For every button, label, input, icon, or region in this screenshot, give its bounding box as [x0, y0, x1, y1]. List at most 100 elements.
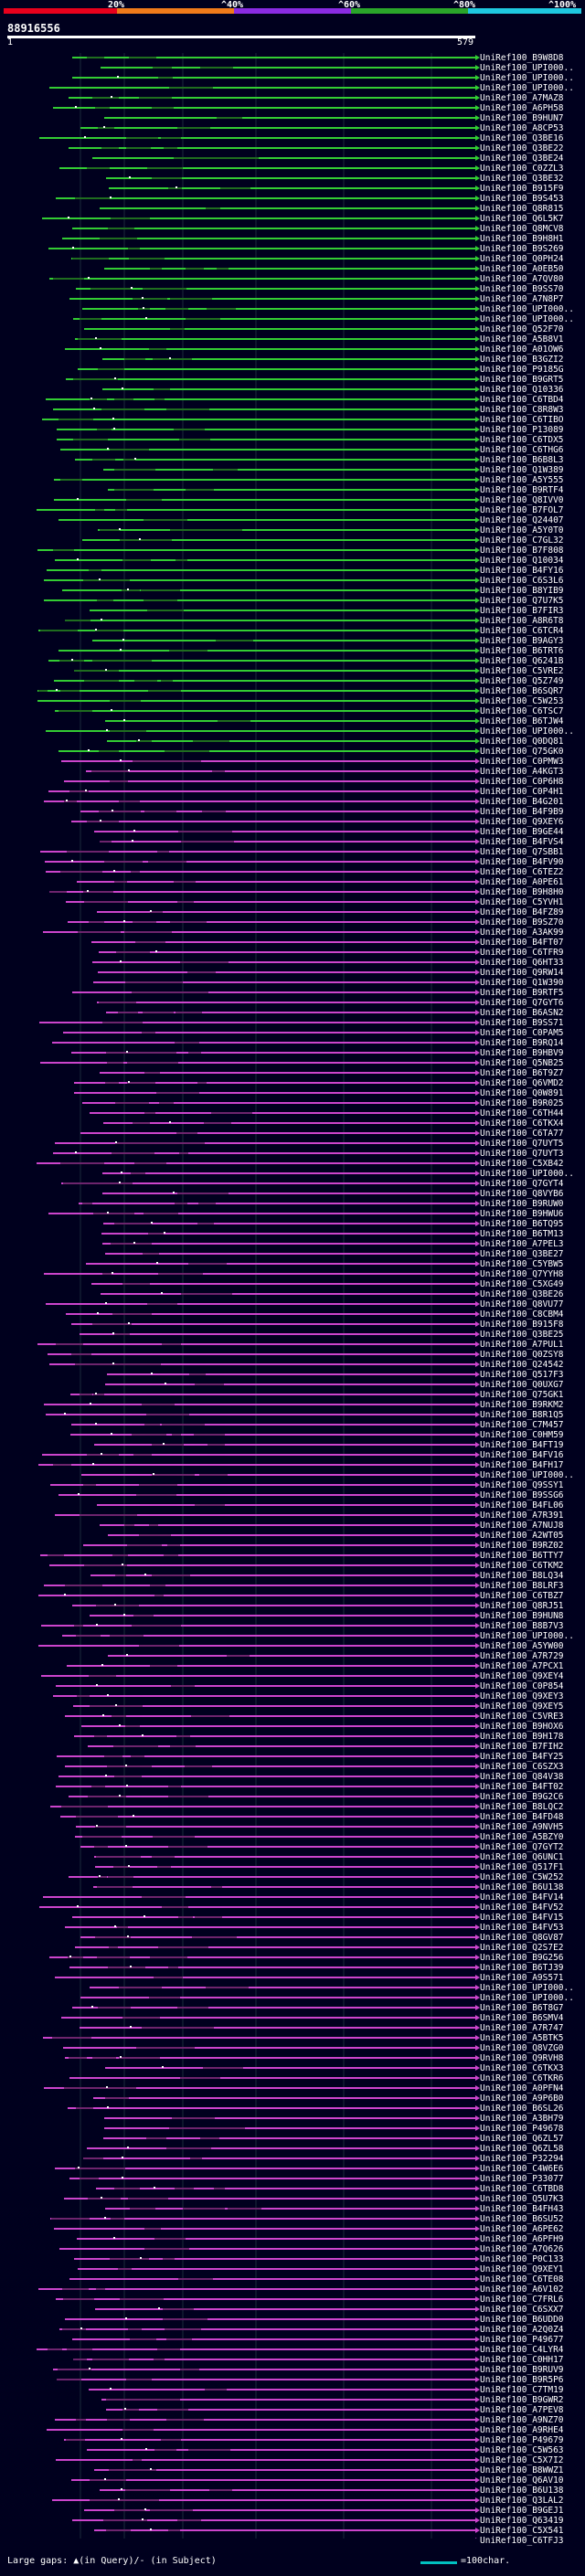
hit-id-link[interactable]: UniRef100_Q3BE25 — [480, 1330, 564, 1340]
hit-id-link[interactable]: UniRef100_B4FT19 — [480, 1440, 564, 1450]
hit-id-link[interactable]: UniRef100_B6ASN2 — [480, 1008, 564, 1018]
hit-id-link[interactable]: UniRef100_A7PEV8 — [480, 2405, 564, 2415]
hit-id-link[interactable]: UniRef100_Q10336 — [480, 385, 564, 395]
hit-id-link[interactable]: UniRef100_C5XG49 — [480, 1279, 564, 1289]
hit-id-link[interactable]: UniRef100_C0P854 — [480, 1681, 564, 1691]
hit-id-link[interactable]: UniRef100_C6TE08 — [480, 2274, 564, 2284]
hit-id-link[interactable]: UniRef100_UPI000.. — [480, 726, 574, 737]
hit-id-link[interactable]: UniRef100_B8YIB9 — [480, 586, 564, 596]
hit-id-link[interactable]: UniRef100_C5YVH1 — [480, 897, 564, 907]
hit-id-link[interactable]: UniRef100_A5YW00 — [480, 1641, 564, 1651]
hit-id-link[interactable]: UniRef100_B7F808 — [480, 546, 564, 556]
hit-id-link[interactable]: UniRef100_B4FV15 — [480, 1913, 564, 1923]
hit-id-link[interactable]: UniRef100_B9H178 — [480, 1732, 564, 1742]
hit-id-link[interactable]: UniRef100_B8WWZ1 — [480, 2465, 564, 2475]
hit-id-link[interactable]: UniRef100_B6T8G7 — [480, 2003, 564, 2013]
hit-id-link[interactable]: UniRef100_UPI000.. — [480, 63, 574, 73]
hit-id-link[interactable]: UniRef100_C6TBD8 — [480, 2184, 564, 2194]
hit-id-link[interactable]: UniRef100_UPI000.. — [480, 1983, 574, 1993]
hit-id-link[interactable]: UniRef100_C6TIBO — [480, 415, 564, 425]
hit-id-link[interactable]: UniRef100_B9HUN8 — [480, 1611, 564, 1621]
hit-id-link[interactable]: UniRef100_UPI000.. — [480, 1993, 574, 2003]
hit-id-link[interactable]: UniRef100_Q0ZSY8 — [480, 1350, 564, 1360]
hit-id-link[interactable]: UniRef100_P9185G — [480, 365, 564, 375]
hit-id-link[interactable]: UniRef100_Q7YYH8 — [480, 1269, 564, 1279]
hit-id-link[interactable]: UniRef100_B7FIR3 — [480, 606, 564, 616]
hit-id-link[interactable]: UniRef100_A7NUJ8 — [480, 1521, 564, 1531]
hit-id-link[interactable]: UniRef100_P13089 — [480, 425, 564, 435]
hit-id-link[interactable]: UniRef100_B9G2C6 — [480, 1792, 564, 1802]
hit-id-link[interactable]: UniRef100_B9GWR2 — [480, 2395, 564, 2405]
hit-id-link[interactable]: UniRef100_Q8MCV8 — [480, 224, 564, 234]
hit-id-link[interactable]: UniRef100_C5W253 — [480, 696, 564, 706]
hit-id-link[interactable]: UniRef100_UPI000.. — [480, 73, 574, 83]
hit-id-link[interactable]: UniRef100_Q9XEY5 — [480, 1701, 564, 1712]
hit-id-link[interactable]: UniRef100_C0PMW3 — [480, 757, 564, 767]
hit-id-link[interactable]: UniRef100_C6SZX3 — [480, 1762, 564, 1772]
hit-id-link[interactable]: UniRef100_C4W6E6 — [480, 2164, 564, 2174]
hit-id-link[interactable]: UniRef100_A7MAZ8 — [480, 93, 564, 103]
hit-id-link[interactable]: UniRef100_B915F9 — [480, 184, 564, 194]
hit-id-link[interactable]: UniRef100_Q3BE26 — [480, 1289, 564, 1299]
hit-id-link[interactable]: UniRef100_A01OW6 — [480, 345, 564, 355]
hit-id-link[interactable]: UniRef100_Q8IVV0 — [480, 495, 564, 505]
hit-id-link[interactable]: UniRef100_C6TCR4 — [480, 626, 564, 636]
hit-id-link[interactable]: UniRef100_A6PE62 — [480, 2224, 564, 2234]
hit-id-link[interactable]: UniRef100_C6SXX7 — [480, 2305, 564, 2315]
hit-id-link[interactable]: UniRef100_Q9XEY3 — [480, 1691, 564, 1701]
hit-id-link[interactable]: UniRef100_B4G201 — [480, 797, 564, 807]
hit-id-link[interactable]: UniRef100_C4LYR4 — [480, 2345, 564, 2355]
hit-id-link[interactable]: UniRef100_P49679 — [480, 2435, 564, 2445]
hit-id-link[interactable]: UniRef100_B3GZI2 — [480, 355, 564, 365]
hit-id-link[interactable]: UniRef100_Q9RW14 — [480, 968, 564, 978]
hit-id-link[interactable]: UniRef100_A4KGT3 — [480, 767, 564, 777]
hit-id-link[interactable]: UniRef100_Q7GYT6 — [480, 998, 564, 1008]
hit-id-link[interactable]: UniRef100_A0EB50 — [480, 264, 564, 274]
hit-id-link[interactable]: UniRef100_A8R6T8 — [480, 616, 564, 626]
hit-id-link[interactable]: UniRef100_B9HWU6 — [480, 1209, 564, 1219]
hit-id-link[interactable]: UniRef100_A6V102 — [480, 2284, 564, 2295]
hit-id-link[interactable]: UniRef100_B6TTY7 — [480, 1551, 564, 1561]
hit-id-link[interactable]: UniRef100_Q7U7K5 — [480, 596, 564, 606]
hit-id-link[interactable]: UniRef100_B9RTF4 — [480, 485, 564, 495]
hit-id-link[interactable]: UniRef100_C0P6H8 — [480, 777, 564, 787]
hit-id-link[interactable]: UniRef100_C7GL32 — [480, 535, 564, 546]
hit-id-link[interactable]: UniRef100_Q7GYT4 — [480, 1179, 564, 1189]
hit-id-link[interactable]: UniRef100_Q7GYT2 — [480, 1842, 564, 1852]
hit-id-link[interactable]: UniRef100_C6TBD4 — [480, 395, 564, 405]
hit-id-link[interactable]: UniRef100_B4FH43 — [480, 2204, 564, 2214]
hit-id-link[interactable]: UniRef100_Q24407 — [480, 515, 564, 525]
hit-id-link[interactable]: UniRef100_C0ZZL3 — [480, 164, 564, 174]
hit-id-link[interactable]: UniRef100_A9NZ70 — [480, 2415, 564, 2425]
hit-id-link[interactable]: UniRef100_Q63419 — [480, 2516, 564, 2526]
hit-id-link[interactable]: UniRef100_B6U138 — [480, 2486, 564, 2496]
hit-id-link[interactable]: UniRef100_C5X7I2 — [480, 2455, 564, 2465]
hit-id-link[interactable]: UniRef100_Q8RJ51 — [480, 1601, 564, 1611]
hit-id-link[interactable]: UniRef100_B9S453 — [480, 194, 564, 204]
hit-id-link[interactable]: UniRef100_B6SMV4 — [480, 2013, 564, 2023]
hit-id-link[interactable]: UniRef100_B4FT02 — [480, 1782, 564, 1792]
hit-id-link[interactable]: UniRef100_Q0DQ81 — [480, 737, 564, 747]
hit-id-link[interactable]: UniRef100_Q9RVH8 — [480, 2053, 564, 2063]
hit-id-link[interactable]: UniRef100_B4F9B9 — [480, 807, 564, 817]
hit-id-link[interactable]: UniRef100_A2WT05 — [480, 1531, 564, 1541]
hit-id-link[interactable]: UniRef100_C8R8W3 — [480, 405, 564, 415]
hit-id-link[interactable]: UniRef100_A3AK99 — [480, 928, 564, 938]
hit-id-link[interactable]: UniRef100_B4FV16 — [480, 1450, 564, 1460]
hit-id-link[interactable]: UniRef100_Q6AV10 — [480, 2475, 564, 2486]
hit-id-link[interactable]: UniRef100_Q5Z749 — [480, 676, 564, 686]
hit-id-link[interactable]: UniRef100_Q8R815 — [480, 204, 564, 214]
hit-id-link[interactable]: UniRef100_C5W563 — [480, 2445, 564, 2455]
hit-id-link[interactable]: UniRef100_C6TEZ2 — [480, 867, 564, 877]
hit-id-link[interactable]: UniRef100_B7FOL7 — [480, 505, 564, 515]
hit-id-link[interactable]: UniRef100_A5B8V1 — [480, 334, 564, 345]
hit-id-link[interactable]: UniRef100_B9SS70 — [480, 284, 564, 294]
hit-id-link[interactable]: UniRef100_C0HH17 — [480, 2355, 564, 2365]
hit-id-link[interactable]: UniRef100_B4FY16 — [480, 566, 564, 576]
hit-id-link[interactable]: UniRef100_A7PCX1 — [480, 1661, 564, 1671]
hit-id-link[interactable]: UniRef100_B4FV14 — [480, 1892, 564, 1903]
hit-id-link[interactable]: UniRef100_Q6UNC1 — [480, 1852, 564, 1862]
hit-id-link[interactable]: UniRef100_Q6ZL58 — [480, 2144, 564, 2154]
hit-id-link[interactable]: UniRef100_B8LQ34 — [480, 1571, 564, 1581]
hit-id-link[interactable]: UniRef100_B8LRF3 — [480, 1581, 564, 1591]
